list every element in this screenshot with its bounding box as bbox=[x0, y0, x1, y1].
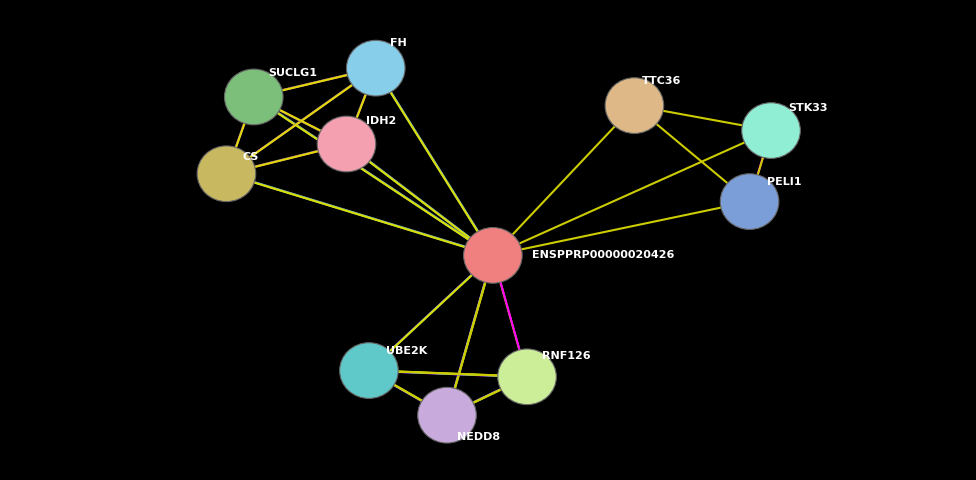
Text: IDH2: IDH2 bbox=[366, 116, 396, 126]
Text: TTC36: TTC36 bbox=[642, 76, 681, 85]
Text: STK33: STK33 bbox=[789, 103, 828, 113]
Ellipse shape bbox=[742, 103, 800, 158]
Ellipse shape bbox=[464, 228, 522, 283]
Ellipse shape bbox=[197, 146, 256, 202]
Ellipse shape bbox=[498, 349, 556, 405]
Text: PELI1: PELI1 bbox=[767, 178, 801, 187]
Ellipse shape bbox=[317, 116, 376, 172]
Text: RNF126: RNF126 bbox=[542, 351, 590, 361]
Ellipse shape bbox=[418, 387, 476, 443]
Ellipse shape bbox=[224, 69, 283, 125]
Text: ENSPPRP00000020426: ENSPPRP00000020426 bbox=[532, 251, 674, 260]
Text: SUCLG1: SUCLG1 bbox=[268, 68, 317, 78]
Ellipse shape bbox=[720, 174, 779, 229]
Text: FH: FH bbox=[390, 38, 407, 48]
Text: NEDD8: NEDD8 bbox=[457, 432, 500, 442]
Ellipse shape bbox=[605, 78, 664, 133]
Text: UBE2K: UBE2K bbox=[386, 347, 427, 356]
Text: CS: CS bbox=[242, 153, 259, 162]
Ellipse shape bbox=[340, 343, 398, 398]
Ellipse shape bbox=[346, 40, 405, 96]
